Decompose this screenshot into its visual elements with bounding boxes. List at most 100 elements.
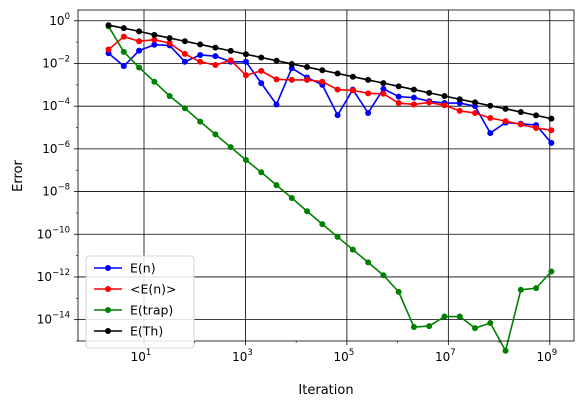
legend: E(n) <E(n)> E(trap) E(Th) bbox=[85, 255, 195, 349]
data-point bbox=[365, 76, 372, 83]
data-point bbox=[105, 22, 112, 29]
data-point bbox=[151, 31, 158, 38]
y-tick-base: 10 bbox=[37, 313, 52, 327]
data-point bbox=[197, 41, 204, 48]
data-point bbox=[349, 87, 356, 94]
data-point bbox=[487, 130, 494, 137]
y-tick-label: 10−10 bbox=[37, 225, 70, 241]
data-point bbox=[227, 144, 234, 151]
data-point bbox=[136, 28, 143, 35]
y-tick-label: 10−4 bbox=[42, 97, 70, 113]
legend-box bbox=[85, 255, 195, 349]
data-point bbox=[181, 58, 188, 65]
data-point bbox=[517, 109, 524, 116]
data-point bbox=[212, 131, 219, 138]
data-point bbox=[166, 35, 173, 42]
data-point bbox=[242, 72, 249, 79]
data-point bbox=[120, 48, 127, 55]
data-point bbox=[517, 121, 524, 128]
x-tick-exponent: 1 bbox=[146, 348, 151, 358]
data-point bbox=[365, 109, 372, 116]
y-tick-base: 10 bbox=[42, 99, 57, 113]
series-e-th bbox=[105, 22, 555, 122]
data-point bbox=[227, 47, 234, 54]
data-point bbox=[456, 107, 463, 114]
x-tick-base: 10 bbox=[131, 350, 146, 364]
x-tick-base: 10 bbox=[435, 350, 450, 364]
data-point bbox=[410, 94, 417, 101]
x-tick-exponent: 7 bbox=[450, 348, 455, 358]
legend-item: <E(n)> bbox=[94, 282, 177, 297]
data-point bbox=[181, 50, 188, 57]
x-tick-base: 10 bbox=[232, 350, 247, 364]
data-point bbox=[502, 118, 509, 125]
data-point bbox=[197, 58, 204, 65]
y-tick-exponent: −6 bbox=[57, 140, 70, 150]
data-point bbox=[441, 92, 448, 99]
data-point bbox=[349, 73, 356, 80]
data-point bbox=[181, 38, 188, 45]
data-point bbox=[319, 221, 326, 228]
data-point bbox=[273, 57, 280, 64]
legend-swatch-marker bbox=[105, 265, 111, 271]
data-point bbox=[273, 101, 280, 108]
data-point bbox=[197, 118, 204, 125]
x-tick-exponent: 3 bbox=[247, 348, 252, 358]
y-tick-base: 10 bbox=[49, 14, 64, 28]
data-point bbox=[273, 76, 280, 83]
legend-item: E(Th) bbox=[94, 324, 163, 339]
y-tick-base: 10 bbox=[37, 227, 52, 241]
data-point bbox=[136, 64, 143, 71]
plot-area-frame bbox=[77, 9, 575, 342]
data-point bbox=[380, 80, 387, 87]
data-point bbox=[288, 65, 295, 72]
data-point bbox=[181, 105, 188, 112]
data-point bbox=[472, 109, 479, 116]
x-tick-label: 105 bbox=[334, 348, 355, 364]
data-point bbox=[166, 92, 173, 99]
data-point bbox=[288, 60, 295, 67]
data-point bbox=[136, 38, 143, 45]
series-line bbox=[108, 24, 552, 120]
y-tick-label: 10−6 bbox=[42, 140, 70, 156]
data-point bbox=[517, 286, 524, 293]
data-point bbox=[548, 127, 555, 134]
data-point bbox=[304, 76, 311, 83]
data-point bbox=[212, 44, 219, 51]
data-point bbox=[334, 70, 341, 77]
data-point bbox=[120, 33, 127, 40]
data-point bbox=[120, 25, 127, 32]
legend-item: E(n) bbox=[94, 261, 156, 276]
y-tick-label: 10−8 bbox=[42, 183, 70, 199]
data-point bbox=[472, 325, 479, 332]
data-point bbox=[304, 208, 311, 215]
data-point bbox=[212, 61, 219, 68]
x-tick-base: 10 bbox=[536, 350, 551, 364]
data-point bbox=[212, 53, 219, 60]
data-point bbox=[487, 102, 494, 109]
data-point bbox=[380, 85, 387, 92]
data-point bbox=[334, 112, 341, 119]
data-point bbox=[548, 115, 555, 122]
x-tick-exponent: 9 bbox=[552, 348, 557, 358]
data-point bbox=[105, 46, 112, 53]
data-point bbox=[487, 319, 494, 326]
y-tick-exponent: −14 bbox=[52, 311, 70, 321]
series-e-trap bbox=[105, 23, 555, 354]
data-point bbox=[380, 90, 387, 97]
data-point bbox=[242, 157, 249, 164]
data-point bbox=[288, 194, 295, 201]
series-e-n bbox=[105, 41, 555, 146]
x-tick-label: 103 bbox=[232, 348, 253, 364]
data-point bbox=[441, 313, 448, 320]
data-point bbox=[227, 57, 234, 64]
y-tick-exponent: −4 bbox=[57, 97, 70, 107]
x-axis-label: Iteration bbox=[298, 383, 353, 398]
data-point bbox=[395, 100, 402, 107]
data-point bbox=[334, 86, 341, 93]
data-point bbox=[456, 313, 463, 320]
data-point bbox=[258, 54, 265, 61]
data-point bbox=[548, 139, 555, 146]
data-point bbox=[380, 272, 387, 279]
